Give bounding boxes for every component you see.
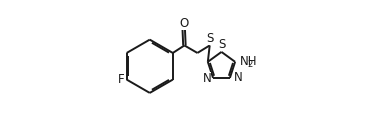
Text: 2: 2 bbox=[247, 60, 252, 69]
Text: N: N bbox=[234, 71, 243, 84]
Text: O: O bbox=[179, 17, 188, 30]
Text: S: S bbox=[206, 32, 214, 45]
Text: N: N bbox=[203, 72, 211, 85]
Text: S: S bbox=[218, 38, 225, 51]
Text: NH: NH bbox=[240, 55, 258, 68]
Text: F: F bbox=[118, 73, 124, 86]
